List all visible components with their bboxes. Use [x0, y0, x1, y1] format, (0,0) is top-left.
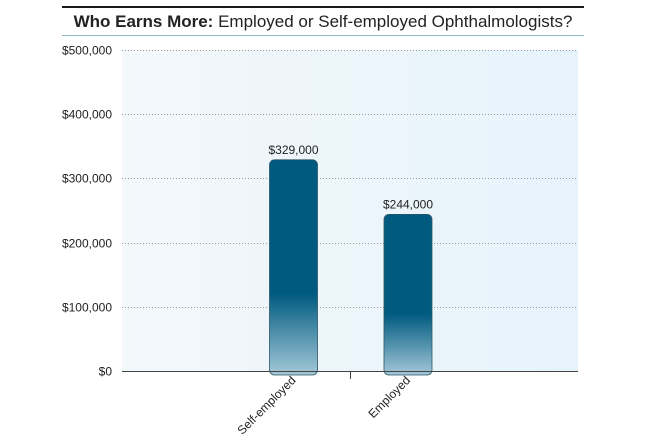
y-tick-label: $200,000: [62, 237, 112, 251]
bars: $329,000 $244,000: [268, 143, 433, 376]
chart-title-bold: Who Earns More:: [73, 11, 214, 31]
y-tick-label: $500,000: [62, 44, 112, 58]
gridlines: [122, 50, 578, 308]
y-tick-label: $0: [99, 365, 113, 379]
data-label: $244,000: [383, 197, 433, 211]
chart-title-bar: Who Earns More: Employed or Self-employe…: [62, 6, 584, 36]
x-tick-label: Self-employed: [234, 373, 298, 437]
y-tick-label: $300,000: [62, 172, 112, 186]
y-tick-label: $100,000: [62, 301, 112, 315]
chart-title: Who Earns More: Employed or Self-employe…: [74, 12, 573, 32]
bar: [383, 213, 433, 376]
y-tick-label: $400,000: [62, 108, 112, 122]
x-axis-ticks: Self-employed Employed: [234, 373, 413, 437]
chart-title-rest: Employed or Self-employed Ophthalmologis…: [213, 11, 573, 31]
bar: [269, 159, 318, 376]
plot-area: [122, 50, 578, 371]
x-tick-label: Employed: [365, 373, 413, 421]
y-axis-ticks: $0 $100,000 $200,000 $300,000 $400,000 $500,0…: [62, 44, 112, 379]
data-label: $329,000: [268, 143, 318, 157]
